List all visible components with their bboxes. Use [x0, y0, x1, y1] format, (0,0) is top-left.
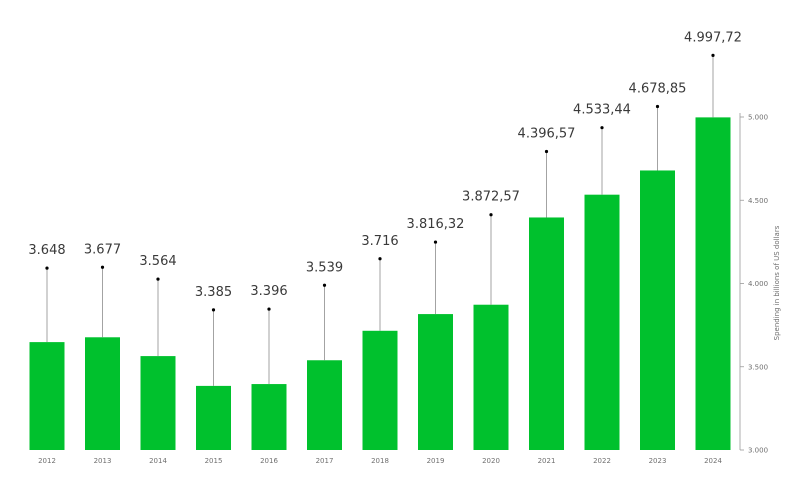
leader-dot-2018: [378, 257, 382, 261]
leader-dot-2024: [711, 53, 715, 57]
data-label-2022: 4.533,44: [573, 103, 631, 118]
leader-dot-2022: [600, 126, 604, 130]
bar-2013: [85, 337, 120, 450]
bar-2023: [640, 170, 675, 450]
data-label-2020: 3.872,57: [462, 190, 520, 205]
data-label-2013: 3.677: [84, 242, 121, 257]
x-tick-label-2013: 2013: [94, 457, 112, 465]
x-tick-label-2017: 2017: [316, 457, 334, 465]
data-label-2019: 3.816,32: [407, 217, 465, 232]
bar-2021: [529, 217, 564, 450]
leader-dot-2014: [156, 277, 160, 281]
bar-2016: [251, 384, 287, 450]
leader-dot-2017: [322, 283, 327, 287]
bar-2012: [29, 342, 65, 450]
y-axis: 3.000 3.500 4.000 4.500 5.000: [739, 113, 768, 455]
bar-2017: [307, 360, 342, 450]
y-tick-label-4000: 4.000: [748, 280, 768, 288]
x-tick-label-2015: 2015: [205, 457, 223, 465]
x-tick-label-2022: 2022: [593, 457, 611, 465]
data-label-2024: 4.997,72: [684, 30, 742, 45]
leader-dot-2020: [489, 213, 493, 217]
leader-dot-2023: [655, 104, 660, 109]
data-label-2021: 4.396,57: [518, 126, 576, 141]
x-axis-tick-labels: 2012 2013 2014 2015 2016 2017 2018 2019 2020 2021…: [38, 457, 722, 465]
bar-2022: [584, 194, 620, 450]
bar-2018: [362, 330, 398, 450]
data-label-2018: 3.716: [361, 234, 398, 249]
bar-2024: [695, 117, 731, 450]
data-labels-group: 3.648 3.677 3.564 3.385 3.396 3.539 3.716 3.816…: [28, 30, 742, 300]
leader-dot-2013: [100, 265, 105, 269]
y-tick-label-3000: 3.000: [748, 447, 768, 455]
data-label-2016: 3.396: [250, 284, 287, 299]
bar-2014: [140, 356, 176, 450]
leader-dot-2015: [211, 308, 216, 312]
data-label-2015: 3.385: [195, 285, 232, 300]
x-tick-label-2016: 2016: [260, 457, 278, 465]
x-tick-label-2021: 2021: [538, 457, 556, 465]
x-tick-label-2023: 2023: [649, 457, 667, 465]
x-tick-label-2014: 2014: [149, 457, 167, 465]
x-tick-label-2012: 2012: [38, 457, 56, 465]
y-axis-label: Spending in billions of US dollars: [773, 225, 781, 340]
bar-2019: [418, 314, 453, 450]
bar-2015: [196, 385, 231, 450]
data-label-2012: 3.648: [28, 243, 65, 258]
data-label-2017: 3.539: [306, 260, 343, 275]
x-tick-label-2020: 2020: [482, 457, 500, 465]
data-label-2023: 4.678,85: [629, 81, 687, 96]
leader-dot-2012: [45, 266, 49, 270]
data-label-2014: 3.564: [139, 254, 176, 269]
x-tick-label-2018: 2018: [371, 457, 389, 465]
x-tick-label-2019: 2019: [427, 457, 445, 465]
y-tick-label-3500: 3.500: [748, 363, 768, 371]
leader-dot-2016: [267, 307, 271, 311]
label-leader-lines-group: [45, 53, 715, 386]
bars-group: [29, 117, 731, 450]
leader-dot-2021: [544, 149, 549, 154]
y-tick-label-4500: 4.500: [748, 197, 768, 205]
leader-dot-2019: [433, 240, 438, 244]
bar-2020: [473, 304, 509, 450]
x-tick-label-2024: 2024: [704, 457, 722, 465]
y-tick-label-5000: 5.000: [748, 114, 768, 122]
